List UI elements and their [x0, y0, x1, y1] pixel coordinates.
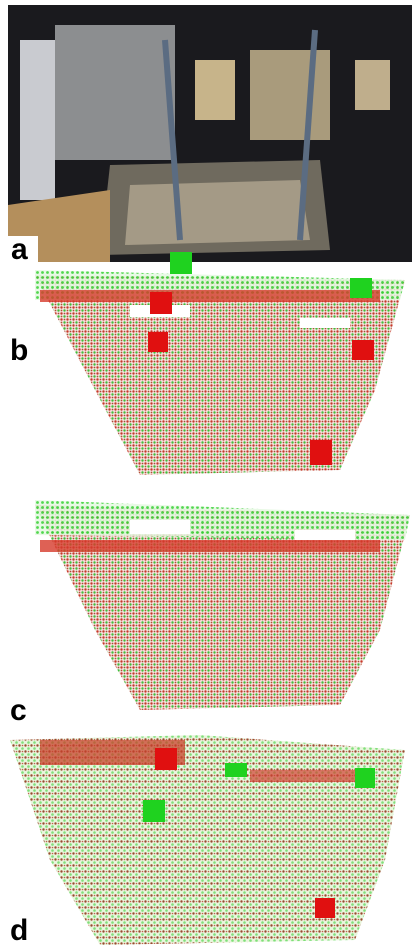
marker [143, 800, 165, 822]
gap [130, 520, 190, 534]
marker [315, 898, 335, 918]
wall-panel [20, 40, 55, 200]
marker [148, 332, 168, 352]
point-cloud [10, 735, 405, 945]
panel-a: a [8, 5, 412, 266]
marker [225, 763, 247, 777]
radiator [55, 25, 175, 160]
panel-label: c [10, 694, 27, 727]
gap [300, 318, 350, 328]
panel-b: b [10, 252, 405, 475]
page: a b c d (() => { const data = J [0, 0, 412, 949]
panel-label: b [10, 334, 28, 367]
panel-label: d [10, 914, 28, 947]
marker [350, 278, 372, 298]
shelf-objects [195, 60, 235, 120]
figure: a b c d [0, 0, 412, 949]
gap [295, 530, 355, 540]
rock-model [125, 180, 310, 245]
marker [355, 768, 375, 788]
shelf-objects [355, 60, 390, 110]
bar-artifact [40, 540, 380, 552]
panel-label: a [11, 233, 28, 266]
marker [310, 440, 332, 465]
panel-d: d [10, 735, 405, 947]
bar-artifact [250, 770, 370, 782]
shelf-objects [250, 50, 330, 140]
marker [170, 252, 192, 274]
marker [150, 292, 172, 314]
marker [155, 748, 177, 770]
panel-c: c [10, 500, 410, 727]
bar-artifact [40, 290, 380, 302]
point-cloud [35, 275, 405, 475]
marker [352, 340, 374, 360]
